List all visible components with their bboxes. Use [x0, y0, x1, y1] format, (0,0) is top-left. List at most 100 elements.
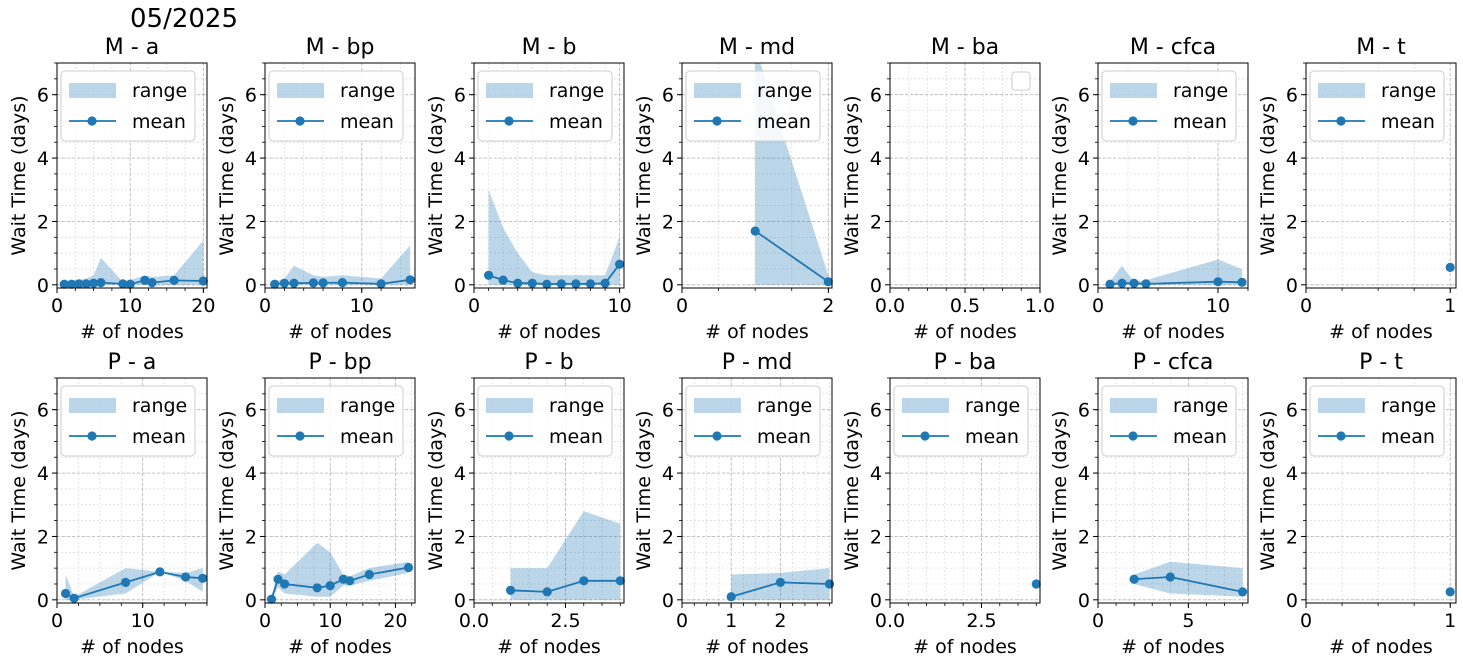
y-tick-label: 6 — [662, 85, 674, 107]
x-tick-label: 0 — [1092, 610, 1104, 632]
axes-frame — [56, 62, 208, 289]
mean-point — [542, 279, 552, 289]
legend-range-label: range — [549, 395, 604, 417]
axes-frame — [264, 62, 416, 289]
x-tick-label: 2.5 — [966, 610, 996, 632]
subplot-title: P - md — [722, 350, 793, 375]
legend-range-swatch — [486, 83, 533, 98]
y-tick-label: 0 — [37, 590, 49, 612]
mean-point — [125, 279, 135, 289]
mean-point — [527, 278, 537, 288]
x-tick-label: 1 — [1444, 295, 1456, 317]
legend-mean-marker — [1128, 431, 1138, 441]
mean-point — [155, 567, 165, 577]
y-tick-label: 2 — [870, 211, 882, 233]
mean-point — [169, 275, 179, 285]
x-tick-label: 0.0 — [875, 295, 905, 317]
y-tick-label: 4 — [662, 148, 674, 170]
y-axis-label: Wait Time (days) — [633, 410, 655, 570]
y-axis-label: Wait Time (days) — [841, 410, 863, 570]
y-tick-label: 0 — [454, 590, 466, 612]
legend-range-swatch — [277, 83, 324, 98]
x-tick-label: 0 — [676, 295, 688, 317]
x-tick-label: 10 — [608, 295, 632, 317]
y-tick-label: 4 — [662, 463, 674, 485]
x-axis-label: # of nodes — [1329, 636, 1433, 658]
subplot-11: 0.0 2.5 0 2 4 6 P - ba # of nodes Wait Time (day… — [841, 350, 1041, 658]
range-band — [65, 568, 203, 600]
y-tick-label: 2 — [37, 526, 49, 548]
x-tick-label: 10 — [1206, 295, 1230, 317]
subplot-9: 0.0 2.5 0 2 4 6 P - b # of nodes Wait Time (days… — [425, 350, 625, 658]
y-tick-label: 4 — [245, 148, 257, 170]
y-tick-label: 4 — [37, 148, 49, 170]
legend-mean-marker — [87, 431, 97, 441]
axes-frame — [56, 377, 208, 604]
y-tick-label: 2 — [454, 526, 466, 548]
subplot-3: 0 2 0 2 4 6 M - md # of nodes Wait Time (days) ra… — [633, 35, 834, 343]
mean-point — [1213, 277, 1223, 287]
subplot-title: M - t — [1356, 35, 1406, 60]
mean-point — [266, 594, 277, 604]
y-tick-label: 6 — [245, 400, 257, 422]
y-tick-label: 6 — [1286, 85, 1298, 107]
legend-range-label: range — [757, 395, 812, 417]
legend-range-label: range — [549, 80, 604, 102]
y-tick-label: 4 — [245, 463, 257, 485]
subplot-title: P - ba — [934, 350, 997, 375]
mean-line — [488, 263, 621, 286]
legend-range-label: range — [132, 80, 187, 102]
legend-mean-marker — [1128, 116, 1138, 126]
y-tick-label: 0 — [662, 590, 674, 612]
subplot-title: P - b — [524, 350, 573, 375]
mean-point — [376, 279, 386, 289]
y-tick-label: 4 — [454, 463, 466, 485]
range-band — [1134, 561, 1243, 597]
subplot-title: M - ba — [931, 35, 999, 60]
x-axis-label: # of nodes — [705, 636, 809, 658]
y-tick-label: 0 — [662, 275, 674, 297]
subplot-12: 0 5 0 2 4 6 P - cfca # of nodes Wait Time (days)… — [1049, 350, 1249, 658]
x-tick-label: 2 — [774, 610, 786, 632]
y-tick-label: 4 — [870, 463, 882, 485]
y-tick-label: 6 — [1078, 400, 1090, 422]
mean-point — [61, 588, 71, 599]
legend-mean-label: mean — [1173, 111, 1227, 133]
y-tick-label: 0 — [1286, 590, 1298, 612]
mean-point — [279, 278, 289, 288]
y-tick-label: 2 — [37, 211, 49, 233]
y-tick-label: 6 — [37, 85, 49, 107]
mean-point — [280, 579, 290, 589]
axes-frame — [1305, 62, 1457, 289]
mean-point — [513, 278, 523, 288]
y-tick-label: 6 — [870, 400, 882, 422]
range-band — [271, 542, 409, 600]
subplot-7: 0 10 0 2 4 6 P - a # of nodes Wait Time (days) ra… — [8, 350, 208, 658]
mean-point — [308, 278, 318, 288]
x-tick-label: 10 — [118, 295, 142, 317]
mean-point — [140, 275, 150, 285]
x-tick-label: 10 — [350, 295, 374, 317]
axes-frame — [681, 62, 833, 289]
y-axis-label: Wait Time (days) — [216, 95, 238, 255]
range-band — [64, 240, 204, 285]
mean-point — [337, 278, 347, 288]
legend-mean-marker — [504, 431, 514, 441]
y-tick-label: 6 — [662, 400, 674, 422]
y-tick-label: 4 — [37, 463, 49, 485]
x-axis-label: # of nodes — [913, 321, 1017, 343]
x-tick-label: 0 — [51, 295, 63, 317]
y-axis-label: Wait Time (days) — [841, 95, 863, 255]
x-tick-label: 10 — [318, 610, 342, 632]
legend-mean-marker — [712, 431, 722, 441]
y-tick-label: 0 — [454, 275, 466, 297]
mean-point — [69, 593, 79, 603]
y-tick-label: 6 — [37, 400, 49, 422]
y-tick-label: 0 — [870, 590, 882, 612]
y-axis-label: Wait Time (days) — [633, 95, 655, 255]
y-tick-label: 2 — [870, 526, 882, 548]
y-tick-label: 4 — [1286, 463, 1298, 485]
x-tick-label: 0 — [1300, 610, 1312, 632]
mean-point — [1117, 278, 1127, 288]
